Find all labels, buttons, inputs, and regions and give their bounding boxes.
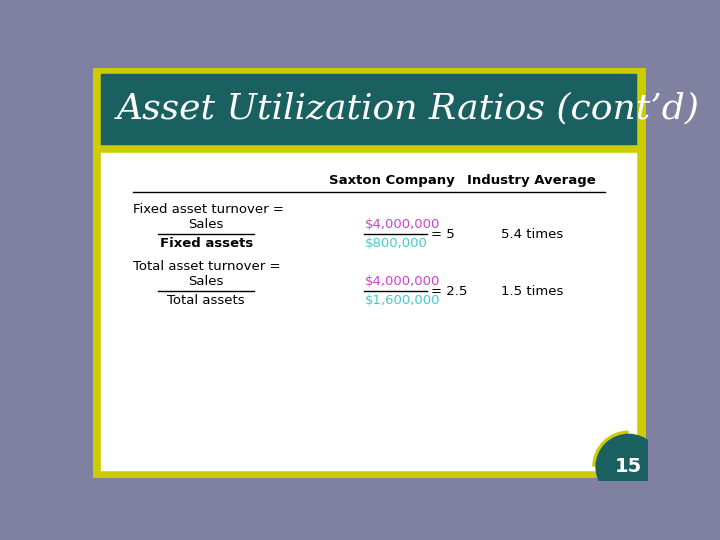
Text: Sales: Sales [189, 218, 224, 231]
Wedge shape [593, 430, 629, 467]
Text: Sales: Sales [189, 275, 224, 288]
Text: 1.5 times: 1.5 times [500, 285, 563, 298]
Text: Fixed asset turnover =: Fixed asset turnover = [132, 203, 284, 216]
Text: Total assets: Total assets [168, 294, 245, 307]
Text: $4,000,000: $4,000,000 [365, 275, 441, 288]
Text: $800,000: $800,000 [365, 237, 428, 250]
Text: $4,000,000: $4,000,000 [365, 218, 441, 231]
Text: = 2.5: = 2.5 [431, 285, 467, 298]
FancyBboxPatch shape [98, 150, 640, 475]
Text: = 5: = 5 [431, 228, 455, 241]
FancyBboxPatch shape [98, 71, 640, 148]
Text: Fixed assets: Fixed assets [160, 237, 253, 250]
Text: $1,600,000: $1,600,000 [365, 294, 441, 307]
Circle shape [596, 434, 661, 499]
Text: 5.4 times: 5.4 times [500, 228, 563, 241]
Text: Total asset turnover =: Total asset turnover = [132, 260, 280, 273]
Text: Saxton Company: Saxton Company [329, 174, 455, 187]
Text: Industry Average: Industry Average [467, 174, 596, 187]
Text: Asset Utilization Ratios (cont’d): Asset Utilization Ratios (cont’d) [117, 92, 700, 126]
Text: 15: 15 [615, 457, 642, 476]
